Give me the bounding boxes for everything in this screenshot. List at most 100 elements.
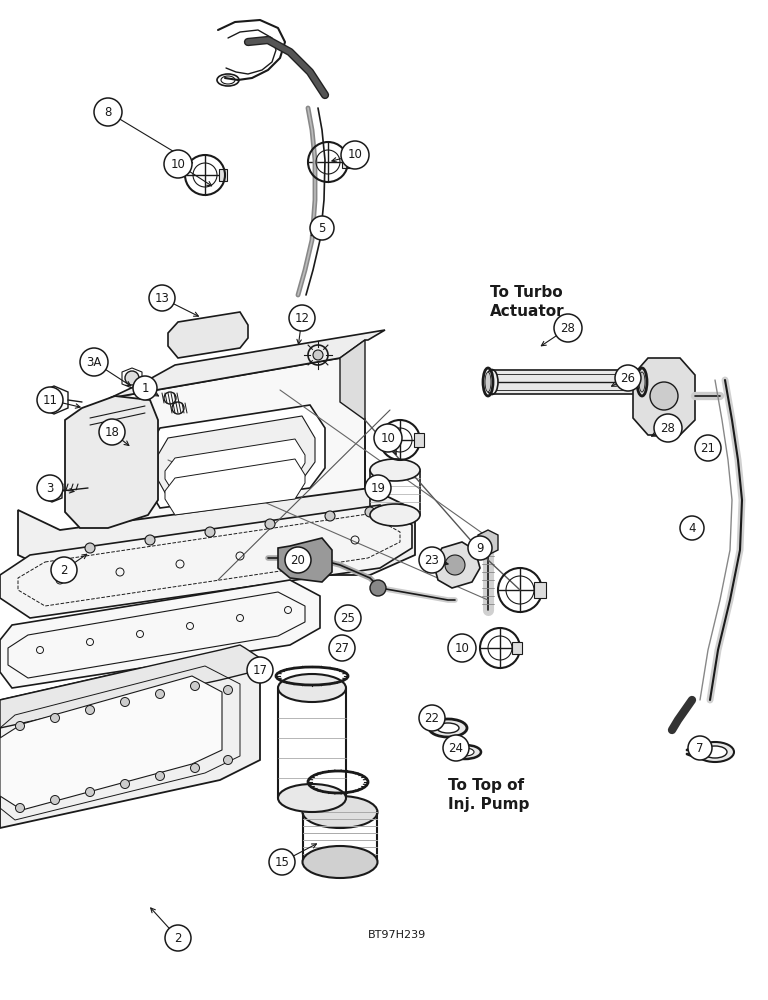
Text: BT97H239: BT97H239: [368, 930, 426, 940]
Circle shape: [125, 371, 139, 385]
Text: 17: 17: [253, 664, 267, 676]
Ellipse shape: [703, 746, 727, 758]
Text: To Top of
Inj. Pump: To Top of Inj. Pump: [448, 778, 529, 812]
Circle shape: [223, 756, 233, 764]
Circle shape: [223, 686, 233, 694]
Circle shape: [15, 722, 25, 730]
Ellipse shape: [639, 372, 645, 392]
Polygon shape: [165, 459, 305, 515]
Circle shape: [443, 735, 469, 761]
Circle shape: [48, 394, 60, 406]
Circle shape: [419, 547, 445, 573]
Circle shape: [468, 536, 492, 560]
Polygon shape: [168, 312, 248, 358]
Text: 27: 27: [335, 642, 349, 654]
Polygon shape: [110, 330, 385, 398]
Circle shape: [554, 314, 582, 342]
Circle shape: [445, 555, 465, 575]
Circle shape: [37, 475, 63, 501]
Text: 21: 21: [700, 442, 716, 454]
Polygon shape: [0, 676, 222, 810]
Circle shape: [310, 216, 334, 240]
Text: 5: 5: [318, 222, 326, 234]
Circle shape: [85, 543, 95, 553]
Text: 20: 20: [290, 554, 306, 566]
Circle shape: [51, 714, 59, 722]
Ellipse shape: [449, 745, 481, 759]
Ellipse shape: [370, 459, 420, 481]
Ellipse shape: [485, 372, 491, 392]
Circle shape: [165, 925, 191, 951]
Circle shape: [289, 305, 315, 331]
Text: 1: 1: [141, 381, 149, 394]
Circle shape: [164, 150, 192, 178]
Polygon shape: [478, 530, 498, 555]
Circle shape: [365, 475, 391, 501]
Ellipse shape: [278, 784, 346, 812]
Circle shape: [247, 657, 273, 683]
Text: 28: 28: [561, 322, 575, 334]
Text: 25: 25: [340, 611, 356, 624]
Text: 10: 10: [455, 642, 469, 654]
Text: 12: 12: [294, 312, 310, 324]
Polygon shape: [85, 358, 365, 540]
Polygon shape: [512, 642, 522, 654]
Circle shape: [145, 535, 155, 545]
Polygon shape: [414, 433, 424, 447]
Polygon shape: [342, 156, 350, 168]
Polygon shape: [492, 370, 638, 394]
Text: 2: 2: [174, 932, 182, 944]
Circle shape: [265, 519, 275, 529]
Polygon shape: [158, 416, 315, 498]
Text: 3A: 3A: [86, 356, 101, 368]
Circle shape: [121, 780, 130, 788]
Ellipse shape: [303, 796, 378, 828]
Circle shape: [688, 736, 712, 760]
Circle shape: [325, 511, 335, 521]
Text: To Turbo
Actuator: To Turbo Actuator: [490, 285, 564, 319]
Ellipse shape: [429, 719, 467, 737]
Ellipse shape: [303, 846, 378, 878]
Text: 3: 3: [46, 482, 54, 494]
Text: 10: 10: [348, 148, 362, 161]
Circle shape: [680, 516, 704, 540]
Text: 4: 4: [688, 522, 696, 534]
Circle shape: [615, 365, 641, 391]
Text: 9: 9: [476, 542, 484, 554]
Text: 10: 10: [381, 432, 396, 444]
Text: 19: 19: [370, 482, 386, 494]
Circle shape: [365, 507, 375, 517]
Circle shape: [190, 764, 200, 772]
Circle shape: [374, 424, 402, 452]
Circle shape: [419, 705, 445, 731]
Circle shape: [654, 414, 682, 442]
Polygon shape: [0, 580, 320, 688]
Ellipse shape: [278, 674, 346, 702]
Polygon shape: [219, 169, 227, 181]
Text: 8: 8: [104, 105, 111, 118]
Polygon shape: [278, 538, 332, 582]
Polygon shape: [534, 582, 546, 598]
Text: 11: 11: [42, 393, 58, 406]
Text: 24: 24: [449, 742, 464, 754]
Polygon shape: [433, 542, 480, 588]
Circle shape: [695, 435, 721, 461]
Polygon shape: [65, 396, 158, 528]
Circle shape: [448, 634, 476, 662]
Polygon shape: [165, 439, 305, 495]
Circle shape: [15, 804, 25, 812]
Polygon shape: [18, 488, 415, 575]
Text: 13: 13: [154, 292, 170, 304]
Circle shape: [313, 350, 323, 360]
Ellipse shape: [632, 369, 644, 394]
Circle shape: [205, 527, 215, 537]
Circle shape: [133, 376, 157, 400]
Ellipse shape: [696, 742, 734, 762]
Circle shape: [190, 682, 200, 690]
Text: 26: 26: [621, 371, 635, 384]
Circle shape: [121, 698, 130, 706]
Polygon shape: [148, 405, 325, 508]
Polygon shape: [0, 645, 260, 728]
Circle shape: [51, 557, 77, 583]
Ellipse shape: [456, 748, 474, 756]
